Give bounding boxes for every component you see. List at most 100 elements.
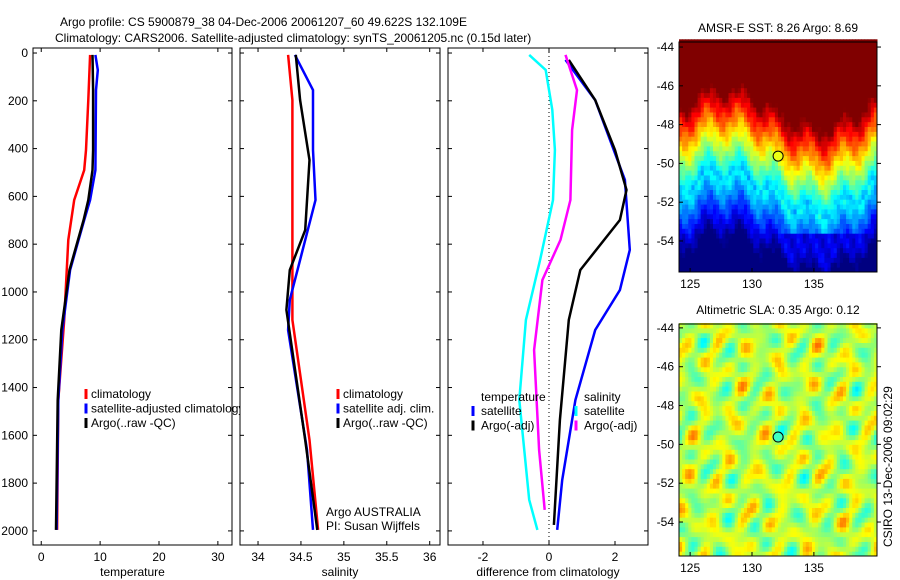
heatmap-cell (774, 444, 779, 450)
heatmap-cell (688, 68, 692, 74)
heatmap-cell (861, 175, 866, 181)
series-line-argo-raw-qc- (285, 54, 319, 531)
heatmap-cell (713, 44, 717, 50)
heatmap-cell (784, 449, 788, 455)
heatmap-cell (793, 257, 798, 263)
heatmap-cell (706, 78, 711, 84)
heatmap-cell (700, 213, 705, 220)
heatmap-cell (716, 97, 720, 103)
heatmap-cell (679, 116, 683, 123)
heatmap-cell (737, 228, 742, 234)
series-line-temperature-argo-adj- (552, 59, 628, 525)
heatmap-cell (858, 92, 862, 98)
heatmap-cell (716, 352, 720, 358)
heatmap-cell (824, 44, 828, 50)
heatmap-cell (787, 458, 791, 465)
heatmap-cell (740, 429, 745, 436)
heatmap-cell (756, 150, 760, 157)
heatmap-cell (750, 327, 754, 334)
heatmap-cell (774, 386, 779, 392)
heatmap-cell (824, 121, 828, 127)
heatmap-cell (765, 332, 770, 339)
heatmap-cell (691, 126, 695, 132)
heatmap-cell (703, 478, 708, 484)
heatmap-cell (722, 531, 726, 538)
heatmap-cell (843, 58, 847, 64)
heatmap-cell (756, 405, 760, 411)
heatmap-cell (740, 136, 745, 142)
heatmap-cell (827, 68, 832, 74)
heatmap-cell (731, 347, 736, 353)
heatmap-cell (750, 468, 754, 474)
heatmap-cell (852, 58, 856, 64)
heatmap-cell (864, 209, 869, 215)
heatmap-cell (682, 184, 686, 190)
heatmap-cell (867, 97, 872, 103)
heatmap-cell (713, 179, 717, 186)
heatmap-cell (818, 252, 822, 258)
heatmap-cell (700, 262, 705, 268)
heatmap-cell (700, 478, 705, 484)
heatmap-cell (765, 391, 770, 397)
heatmap-cell (864, 218, 869, 224)
heatmap-cell (858, 252, 862, 258)
heatmap-cell (759, 233, 763, 239)
heatmap-cell (713, 327, 717, 334)
argo-location-marker (772, 150, 784, 162)
heatmap-cell (784, 366, 788, 373)
heatmap-cell (716, 78, 720, 84)
heatmap-cell (691, 502, 695, 508)
heatmap-cell (855, 107, 859, 113)
heatmap-cell (694, 150, 699, 157)
heatmap-cell (846, 49, 850, 55)
heatmap-cell (706, 332, 711, 339)
heatmap-cell (688, 121, 692, 127)
heatmap-cell (774, 395, 779, 402)
heatmap-cell (799, 233, 804, 239)
heatmap-cell (725, 332, 729, 339)
heatmap-cell (737, 454, 742, 460)
heatmap-cell (765, 233, 770, 239)
heatmap-cell (750, 366, 754, 373)
heatmap-cell (759, 507, 763, 513)
heatmap-cell (679, 97, 683, 103)
heatmap-cell (765, 492, 770, 499)
heatmap-cell (744, 381, 748, 387)
heatmap-cell (771, 551, 776, 557)
heatmap-cell (691, 444, 695, 450)
heatmap-cell (728, 352, 733, 358)
heatmap-cell (765, 126, 770, 132)
heatmap-cell (774, 376, 779, 382)
heatmap-cell (793, 262, 798, 268)
heatmap-cell (706, 194, 711, 200)
heatmap-cell (756, 165, 760, 171)
heatmap-cell (688, 165, 692, 171)
heatmap-cell (858, 58, 862, 64)
heatmap-cell (799, 228, 804, 234)
heatmap-cell (846, 126, 850, 132)
heatmap-cell (722, 73, 726, 79)
heatmap-cell (787, 483, 791, 489)
heatmap-cell (703, 366, 708, 373)
heatmap-cell (694, 395, 699, 402)
heatmap-cell (747, 78, 751, 84)
heatmap-cell (737, 517, 742, 523)
heatmap-cell (808, 242, 813, 249)
heatmap-cell (765, 97, 770, 103)
heatmap-cell (778, 415, 782, 421)
heatmap-cell (787, 400, 791, 407)
heatmap-cell (716, 502, 720, 508)
heatmap-cell (861, 49, 866, 55)
heatmap-cell (768, 483, 773, 489)
heatmap-cell (774, 546, 779, 552)
heatmap-cell (784, 323, 788, 329)
heatmap-cell (790, 522, 794, 528)
heatmap-cell (688, 179, 692, 186)
heatmap-cell (812, 58, 816, 64)
heatmap-cell (747, 439, 751, 445)
heatmap-cell (750, 439, 754, 445)
heatmap-cell (870, 78, 875, 84)
heatmap-cell (709, 497, 714, 504)
heatmap-cell (682, 145, 686, 152)
heatmap-cell (691, 332, 695, 339)
